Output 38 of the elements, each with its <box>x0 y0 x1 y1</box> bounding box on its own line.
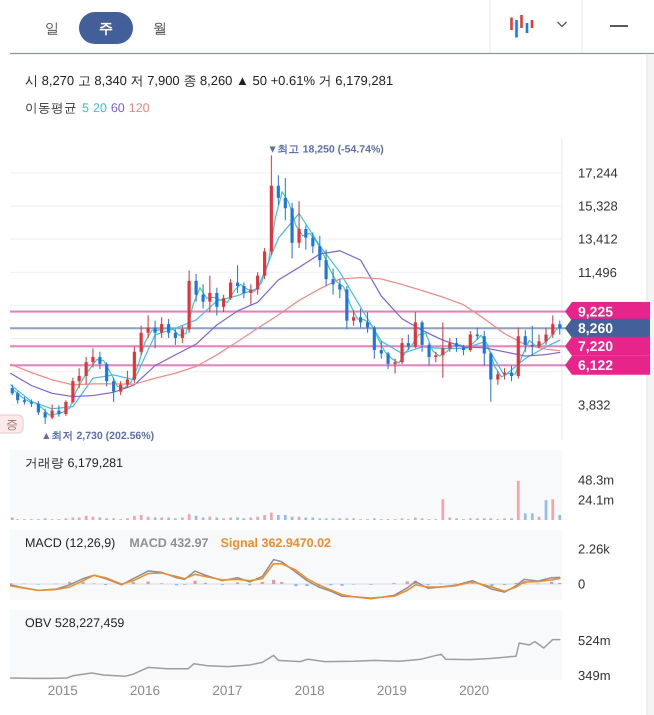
y-tick-label: 17,244 <box>578 165 618 180</box>
y-tick-label: 48.3m <box>578 472 614 488</box>
text: 60 <box>110 101 125 115</box>
ref-line-label: 7,220 <box>578 338 614 354</box>
category-label: 일 <box>45 20 59 36</box>
y-tick-label: 524m <box>578 632 611 648</box>
ref-line-label: 6,122 <box>578 357 614 374</box>
x-tick-label: 2019 <box>376 683 407 698</box>
text: OBV 528,227,459 <box>25 616 124 630</box>
y-tick-label: 24.1m <box>578 492 614 508</box>
series-label: Signal 362.9470.02 <box>220 536 332 550</box>
chart-title: 시 8,270 고 8,340 저 7,900 종 8,260 ▲ 50 +0.61% 거 6,179,281 <box>25 73 394 88</box>
y-tick-label: 2.26k <box>578 542 610 557</box>
legend-title: 이동평균 <box>25 101 77 115</box>
ref-line-label: 9,225 <box>578 304 614 320</box>
ref-line-label: 8,260 <box>578 320 614 336</box>
y-tick-label: 349m <box>578 668 611 683</box>
text: 120 <box>128 101 150 115</box>
category-label: 월 <box>153 20 167 36</box>
x-tick-label: 2020 <box>459 683 490 698</box>
series-label: MACD 432.97 <box>129 536 209 550</box>
text: 20 <box>92 101 107 115</box>
annotation: 증 <box>6 418 18 432</box>
x-tick-label: 2017 <box>212 683 242 698</box>
text: 5 <box>82 101 89 115</box>
annotation: ▼최고 18,250 (-54.74%) <box>267 143 384 156</box>
annotation: ▲최저 2,730 (202.56%) <box>41 430 154 442</box>
y-tick-label: 3,832 <box>578 397 611 412</box>
x-tick-label: 2015 <box>48 683 78 698</box>
x-tick-label: 2016 <box>130 683 160 698</box>
y-tick-label: 11,496 <box>578 264 617 280</box>
text: 거래량 6,179,281 <box>25 456 124 470</box>
y-tick-label: 15,328 <box>578 198 618 214</box>
x-tick-label: 2018 <box>294 683 325 698</box>
text: MACD (12,26,9) <box>25 536 116 550</box>
y-tick-label: 13,412 <box>578 232 618 247</box>
y-tick-label: 0 <box>578 576 586 592</box>
category-label: 주 <box>99 20 113 36</box>
